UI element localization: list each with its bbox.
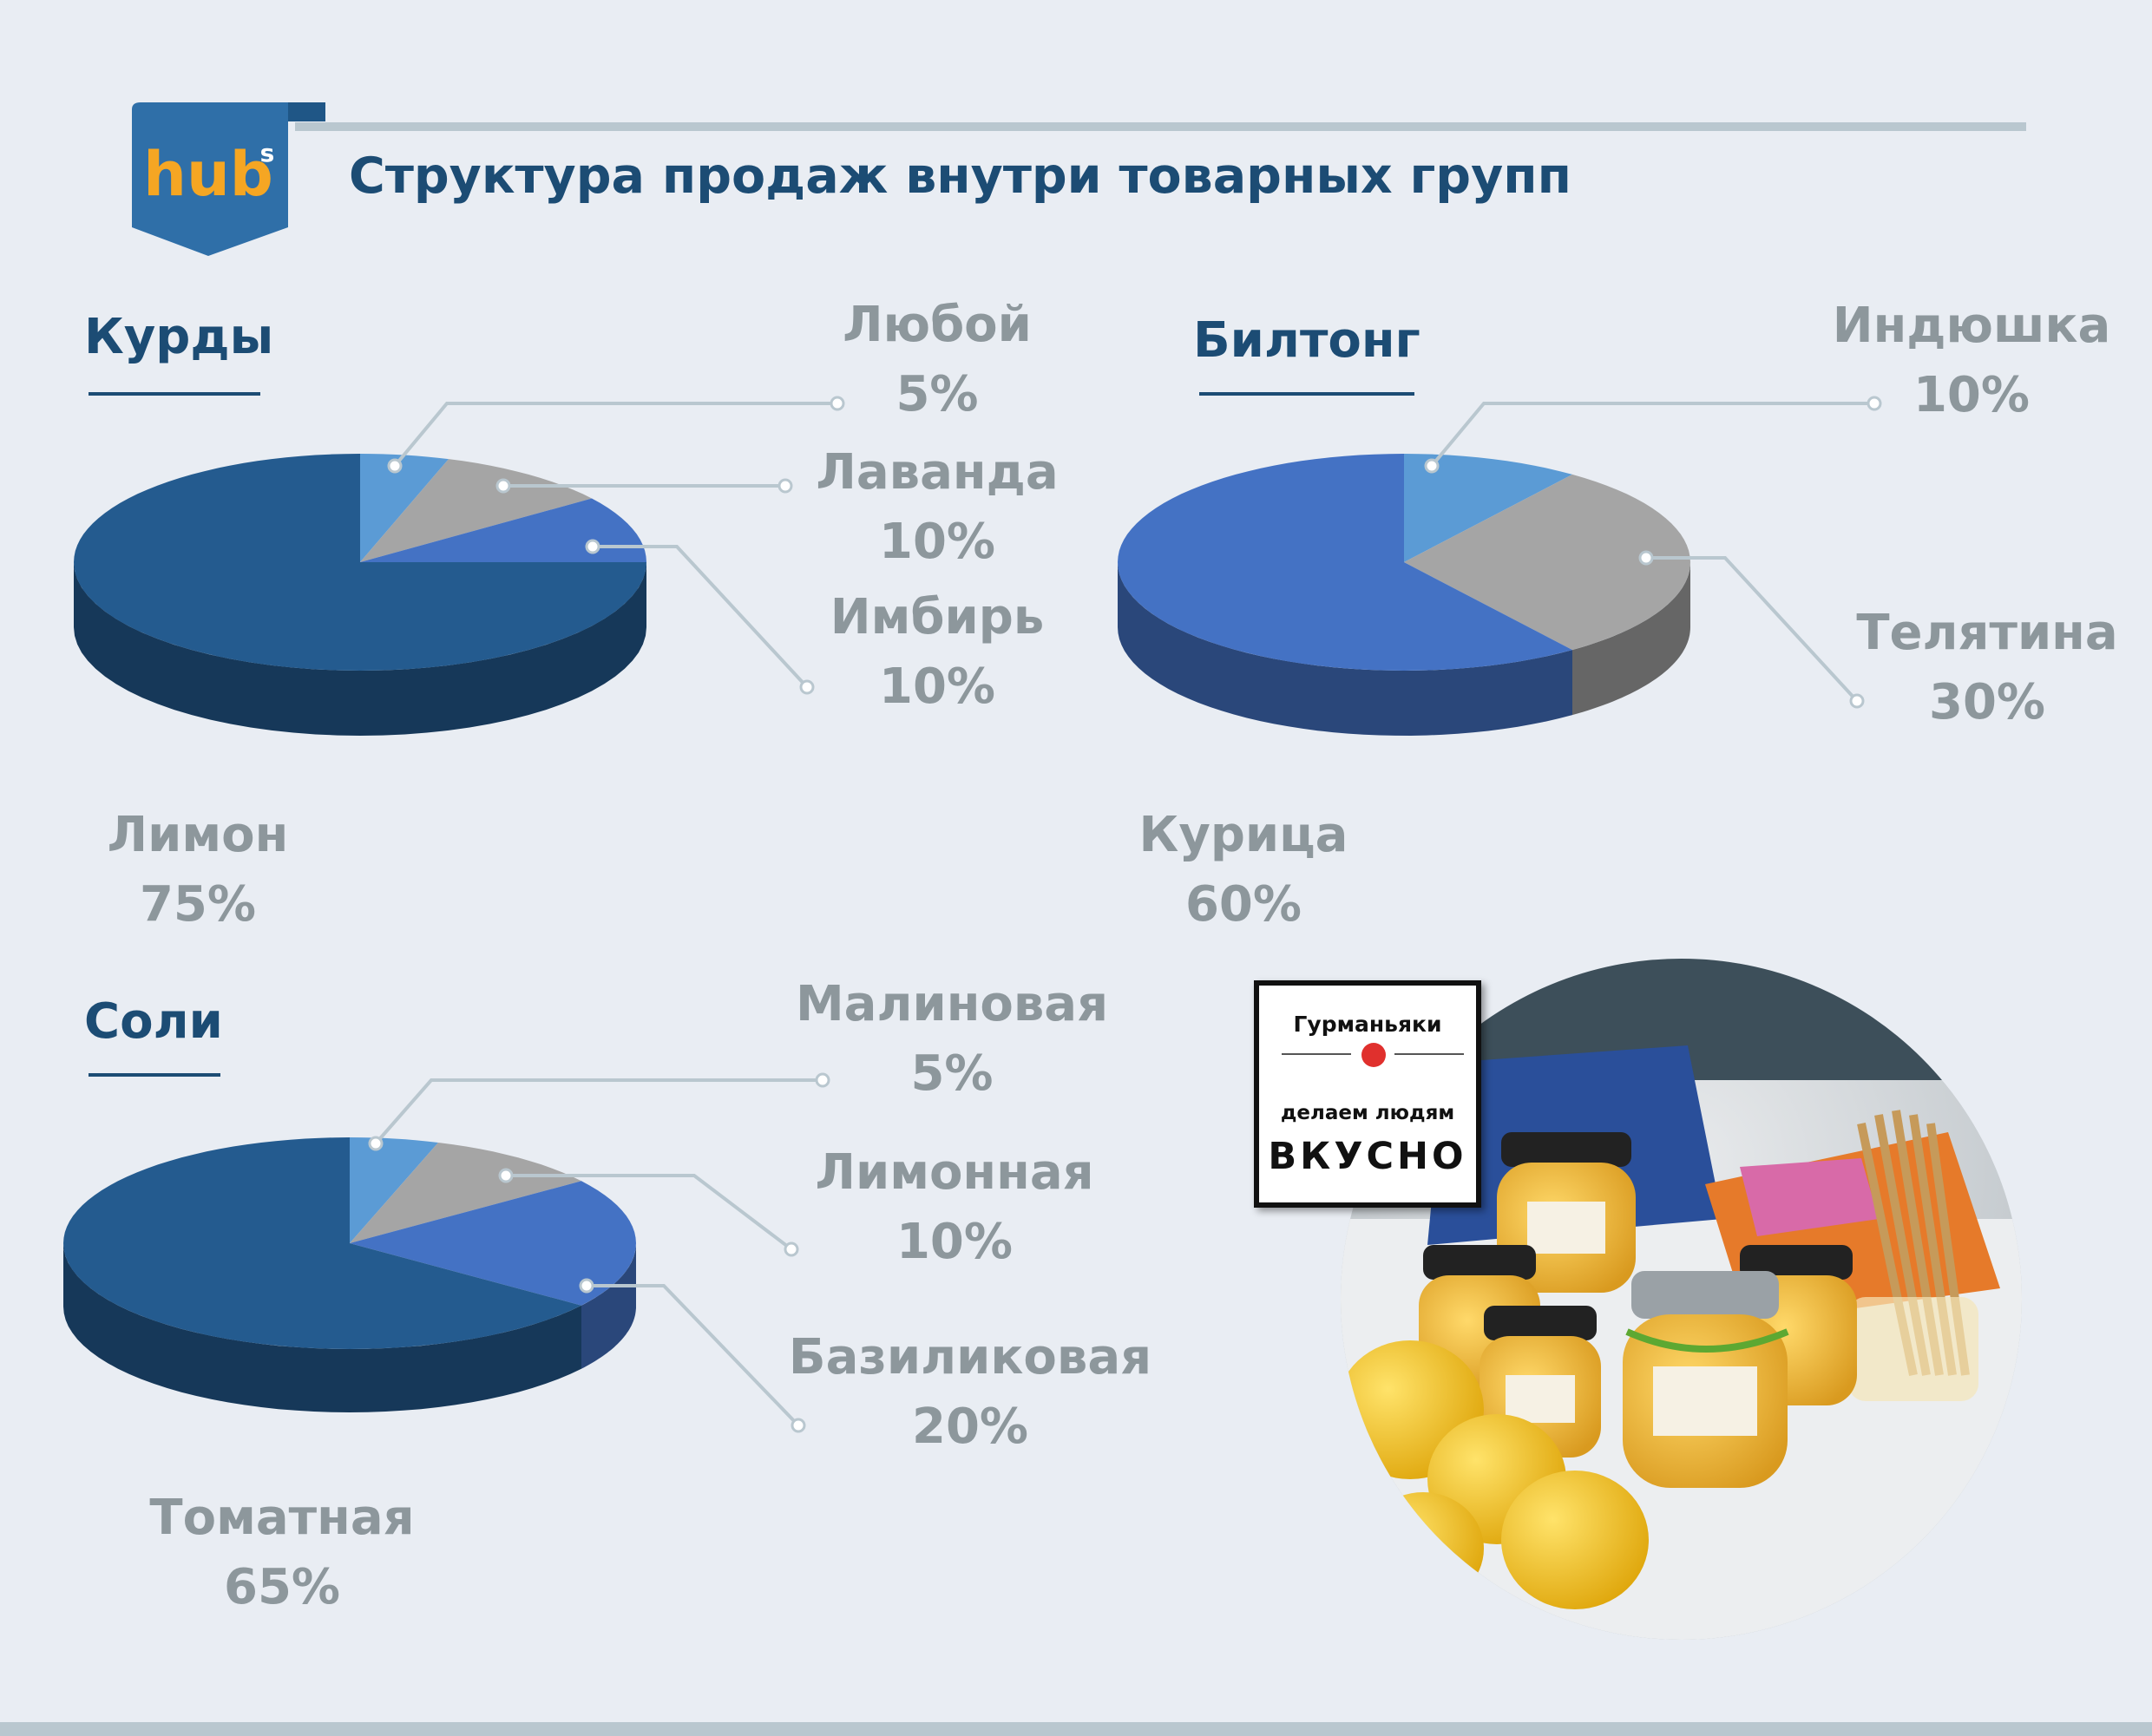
label-malinovaya-name: Малиновая [795, 976, 1109, 1032]
label-tomatnaya-name: Томатная [149, 1490, 415, 1546]
slice-3 [350, 1181, 636, 1306]
stamp-brand: Гурманьяки [1293, 1012, 1442, 1037]
label-tomatnaya: Томатная 65% [149, 1484, 414, 1622]
label-malinovaya: Малиновая 5% [796, 970, 1108, 1109]
logo-text: hub [143, 139, 273, 210]
page-title: Структура продаж внутри товарных групп [349, 147, 1572, 205]
label-imbir-pct: 10% [878, 658, 996, 715]
section-title-biltong: Билтонг [1193, 312, 1420, 369]
slice-side-2 [1118, 562, 1572, 736]
leader-line-3 [593, 545, 809, 689]
label-kuritsa-pct: 60% [1184, 876, 1302, 933]
pie-chart-1 [1118, 396, 1882, 736]
pie-chart-2 [63, 1072, 830, 1433]
label-lavanda: Лаванда 10% [816, 438, 1058, 577]
label-kuritsa-name: Курица [1138, 807, 1348, 863]
leader-line-1 [374, 1078, 823, 1145]
leader-dot-start-1 [387, 458, 403, 474]
leader-dot-start-1 [368, 1136, 384, 1151]
label-lavanda-pct: 10% [878, 514, 996, 570]
label-indyushka-name: Индюшка [1832, 298, 2111, 354]
slice-2 [350, 1143, 581, 1243]
slice-1 [360, 454, 449, 562]
leader-dot-end-3 [791, 1418, 806, 1433]
leader-dot-start-3 [585, 539, 600, 554]
section-underline-biltong [1199, 392, 1414, 396]
leader-dot-end-2 [784, 1241, 799, 1257]
slice-side-0 [74, 562, 646, 736]
stamp-line-left [1282, 1053, 1351, 1055]
label-bazilikovaya-pct: 20% [911, 1399, 1029, 1455]
slice-side-1 [1572, 562, 1690, 716]
slice-0 [1404, 454, 1572, 562]
stamp-line-right [1394, 1053, 1464, 1055]
leader-dot-start-1 [1638, 550, 1654, 566]
bottom-divider [0, 1722, 2152, 1736]
raspberry-icon [1361, 1043, 1386, 1067]
slice-side-0 [63, 1243, 581, 1412]
label-malinovaya-pct: 5% [910, 1045, 994, 1102]
leader-line-1 [1646, 556, 1859, 703]
hubs-logo: hub s [132, 102, 325, 256]
leader-dot-end-0 [1867, 396, 1882, 411]
label-telyatina: Телятина 30% [1856, 599, 2117, 737]
label-bazilikovaya-name: Базиликовая [788, 1329, 1152, 1386]
label-indyushka-pct: 10% [1913, 367, 2031, 423]
label-limon-pct: 75% [139, 876, 257, 933]
label-telyatina-pct: 30% [1928, 674, 2046, 730]
leader-dot-end-1 [830, 396, 845, 411]
stamp-big-text: ВКУСНО [1268, 1135, 1467, 1178]
section-underline-kurdy [89, 392, 260, 396]
leader-dot-end-2 [777, 478, 793, 494]
leader-line-2 [506, 1174, 793, 1251]
label-lyuboy: Любой 5% [843, 291, 1032, 429]
leader-dot-start-2 [498, 1168, 514, 1183]
stamp-tagline: делаем людям [1280, 1102, 1455, 1124]
label-imbir-name: Имбирь [830, 589, 1045, 645]
slice-2 [1118, 454, 1572, 671]
section-underline-soli [89, 1073, 220, 1077]
leader-dot-start-3 [579, 1278, 594, 1294]
product-photo [1341, 959, 2022, 1640]
title-divider [295, 122, 2026, 131]
pie-chart-0 [74, 396, 845, 736]
label-limonnaya-pct: 10% [896, 1214, 1014, 1270]
leader-line-0 [1430, 402, 1874, 468]
label-lyuboy-pct: 5% [896, 366, 979, 423]
leader-dot-end-1 [815, 1072, 830, 1088]
slice-1 [1404, 474, 1690, 651]
section-title-soli: Соли [84, 993, 223, 1050]
label-telyatina-name: Телятина [1856, 605, 2118, 661]
label-imbir: Имбирь 10% [830, 583, 1044, 722]
label-limon: Лимон 75% [108, 801, 289, 940]
leader-dot-end-1 [1849, 693, 1865, 709]
slice-side-3 [581, 1243, 636, 1369]
slice-0 [63, 1137, 581, 1349]
leader-line-1 [393, 402, 837, 468]
leader-dot-start-2 [495, 478, 511, 494]
label-limonnaya: Лимонная 10% [815, 1138, 1093, 1277]
label-limon-name: Лимон [107, 807, 289, 863]
logo-sup: s [260, 139, 275, 167]
label-limonnaya-name: Лимонная [815, 1144, 1094, 1201]
label-lavanda-name: Лаванда [816, 444, 1059, 501]
label-tomatnaya-pct: 65% [223, 1559, 341, 1615]
section-title-kurdy: Курды [84, 309, 274, 365]
brand-stamp: Гурманьяки делаем людям ВКУСНО [1254, 980, 1481, 1208]
label-indyushka: Индюшка 10% [1833, 292, 2111, 430]
label-bazilikovaya: Базиликовая 20% [789, 1323, 1151, 1462]
slice-3 [360, 498, 646, 562]
slice-1 [350, 1137, 438, 1243]
label-lyuboy-name: Любой [843, 297, 1032, 353]
label-kuritsa: Курица 60% [1139, 801, 1348, 940]
leader-dot-end-3 [799, 679, 815, 695]
leader-dot-start-0 [1424, 458, 1440, 474]
slice-0 [74, 454, 646, 671]
leader-line-3 [587, 1284, 800, 1427]
